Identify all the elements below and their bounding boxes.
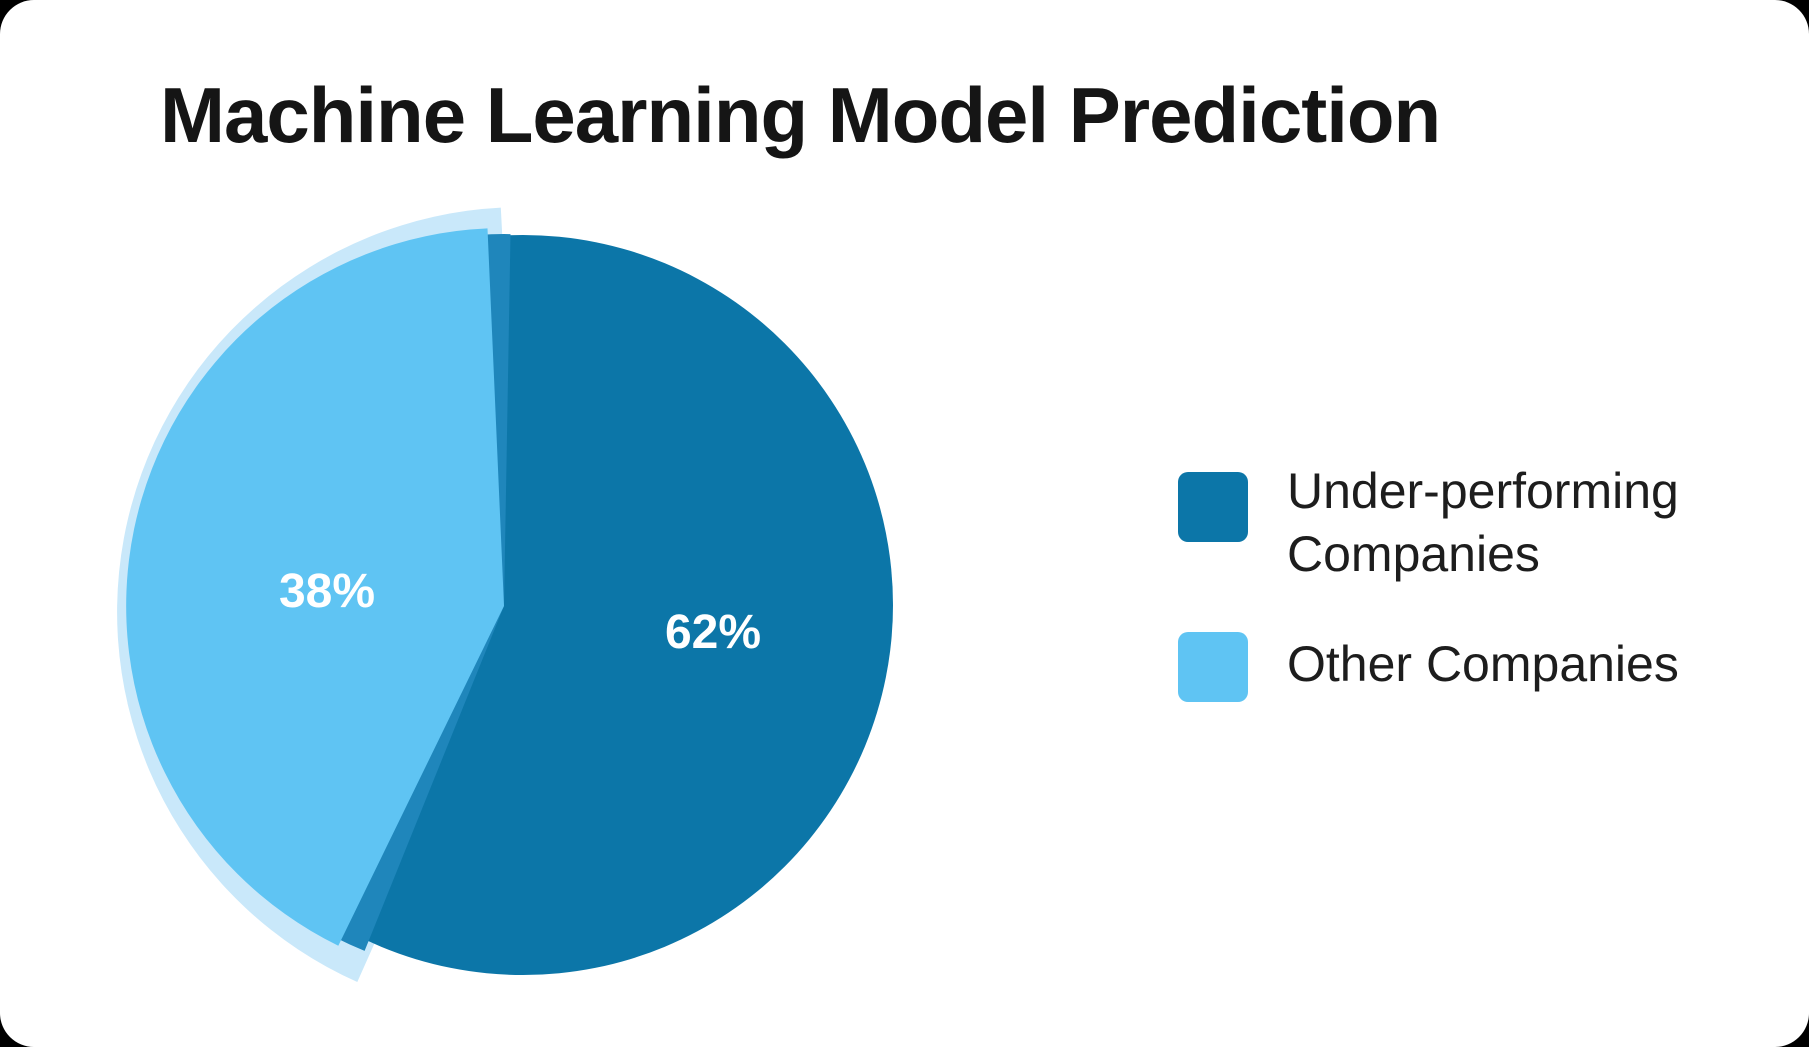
pie-slice-other-companies[interactable] [126, 228, 504, 946]
page-title: Machine Learning Model Prediction [160, 71, 1441, 159]
pie-label-other-companies: 38% [279, 565, 375, 618]
pie-label-under-performing: 62% [665, 606, 761, 659]
legend-swatch-under-performing [1178, 472, 1248, 542]
legend-swatch-other-companies [1178, 632, 1248, 702]
legend-label-under-performing: Under-performing Companies [1287, 463, 1679, 582]
legend-label-other-companies: Other Companies [1287, 636, 1679, 692]
